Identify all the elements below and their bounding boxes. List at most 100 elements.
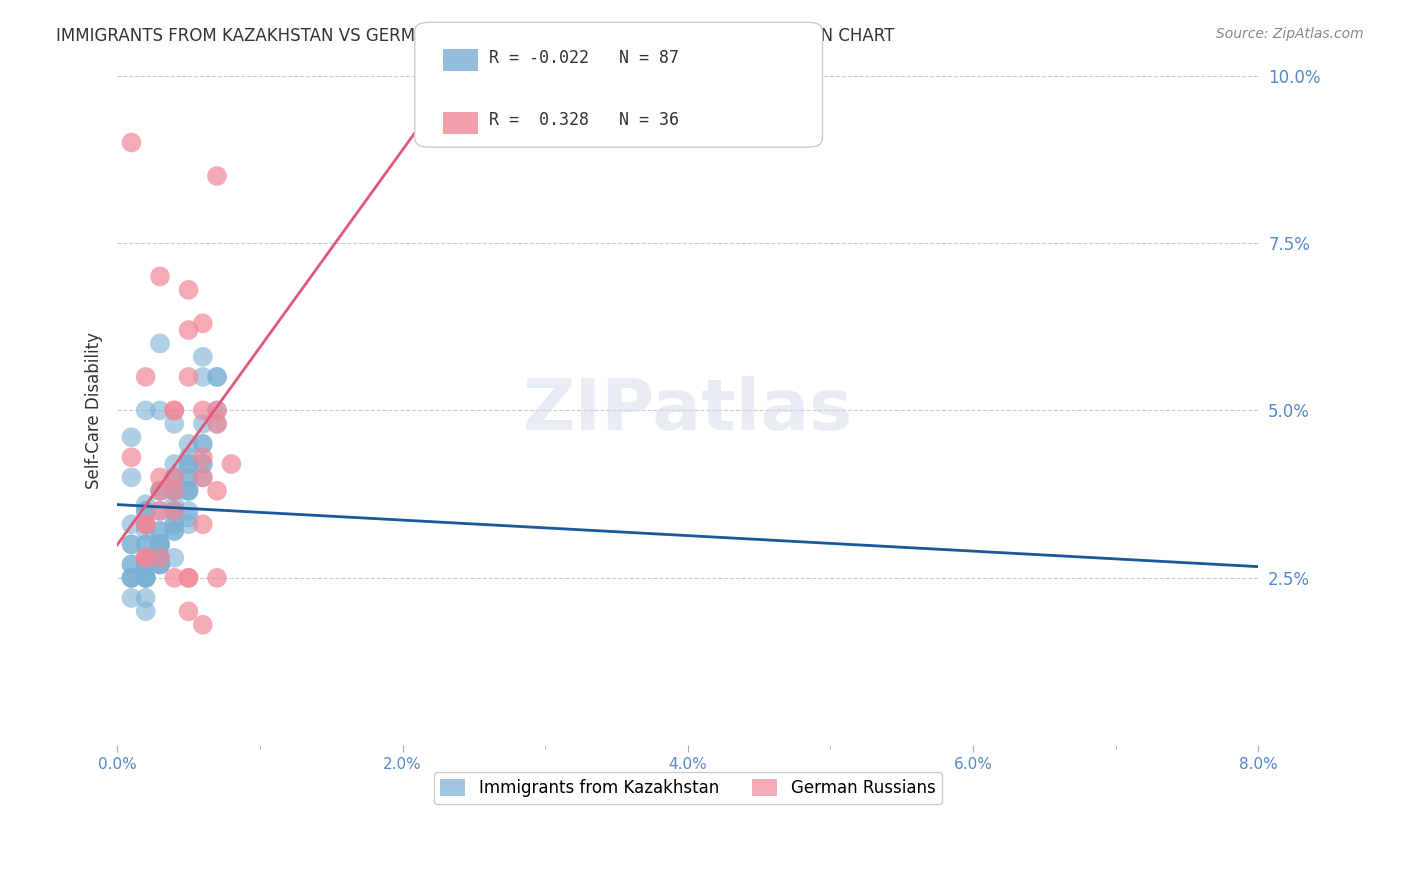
Point <box>149 537 172 551</box>
Point <box>120 571 142 585</box>
Point <box>149 483 172 498</box>
Point <box>177 483 200 498</box>
Point <box>163 517 186 532</box>
Point <box>163 504 186 518</box>
Point <box>135 571 157 585</box>
Point <box>149 537 172 551</box>
Point <box>205 403 228 417</box>
Point <box>163 403 186 417</box>
Point <box>135 558 157 572</box>
Point <box>177 571 200 585</box>
Point <box>135 591 157 605</box>
Point <box>135 537 157 551</box>
Point <box>149 336 172 351</box>
Point <box>205 403 228 417</box>
Point <box>191 403 214 417</box>
Point <box>120 450 142 465</box>
Point <box>205 417 228 431</box>
Point <box>135 504 157 518</box>
Point <box>177 370 200 384</box>
Point <box>149 550 172 565</box>
Point <box>221 457 243 471</box>
Point <box>135 550 157 565</box>
Point <box>149 550 172 565</box>
Point <box>163 417 186 431</box>
Point <box>177 504 200 518</box>
Point <box>177 510 200 524</box>
Point <box>149 524 172 538</box>
Point <box>135 571 157 585</box>
Point <box>120 537 142 551</box>
Point <box>177 283 200 297</box>
Point <box>205 417 228 431</box>
Point <box>163 457 186 471</box>
Point <box>177 323 200 337</box>
Point <box>120 571 142 585</box>
Point <box>135 550 157 565</box>
Point <box>149 558 172 572</box>
Point <box>205 571 228 585</box>
Point <box>163 517 186 532</box>
Text: ZIPatlas: ZIPatlas <box>523 376 853 445</box>
Point <box>163 504 186 518</box>
Point <box>163 504 186 518</box>
Point <box>191 457 214 471</box>
Point <box>163 524 186 538</box>
Point <box>177 571 200 585</box>
Point <box>191 457 214 471</box>
Point <box>177 483 200 498</box>
Point <box>149 550 172 565</box>
Legend: Immigrants from Kazakhstan, German Russians: Immigrants from Kazakhstan, German Russi… <box>433 772 942 804</box>
Point <box>177 604 200 618</box>
Point <box>120 470 142 484</box>
Point <box>149 558 172 572</box>
Point <box>149 524 172 538</box>
Point <box>205 169 228 183</box>
Point <box>120 136 142 150</box>
Point <box>205 370 228 384</box>
Point <box>149 537 172 551</box>
Point <box>163 571 186 585</box>
Point <box>135 524 157 538</box>
Point <box>135 550 157 565</box>
Point <box>177 457 200 471</box>
Point <box>120 591 142 605</box>
Point <box>120 430 142 444</box>
Point <box>120 558 142 572</box>
Point <box>149 550 172 565</box>
Point <box>163 483 186 498</box>
Point <box>149 403 172 417</box>
Point <box>135 571 157 585</box>
Point <box>191 517 214 532</box>
Point <box>177 437 200 451</box>
Point <box>120 558 142 572</box>
Point <box>177 483 200 498</box>
Point <box>120 517 142 532</box>
Point <box>149 504 172 518</box>
Point <box>135 517 157 532</box>
Point <box>135 558 157 572</box>
Point <box>149 470 172 484</box>
Point <box>177 450 200 465</box>
Point <box>149 537 172 551</box>
Point <box>135 558 157 572</box>
Point <box>135 370 157 384</box>
Point <box>120 571 142 585</box>
Point <box>149 269 172 284</box>
Point <box>149 504 172 518</box>
Point <box>120 537 142 551</box>
Point <box>191 417 214 431</box>
Point <box>149 483 172 498</box>
Point <box>177 470 200 484</box>
Point <box>191 316 214 330</box>
Point <box>149 558 172 572</box>
Point <box>177 457 200 471</box>
Point <box>163 470 186 484</box>
Point <box>135 517 157 532</box>
Point <box>135 504 157 518</box>
Point <box>205 483 228 498</box>
Point <box>191 470 214 484</box>
Point <box>205 370 228 384</box>
Point <box>163 403 186 417</box>
Point <box>191 450 214 465</box>
